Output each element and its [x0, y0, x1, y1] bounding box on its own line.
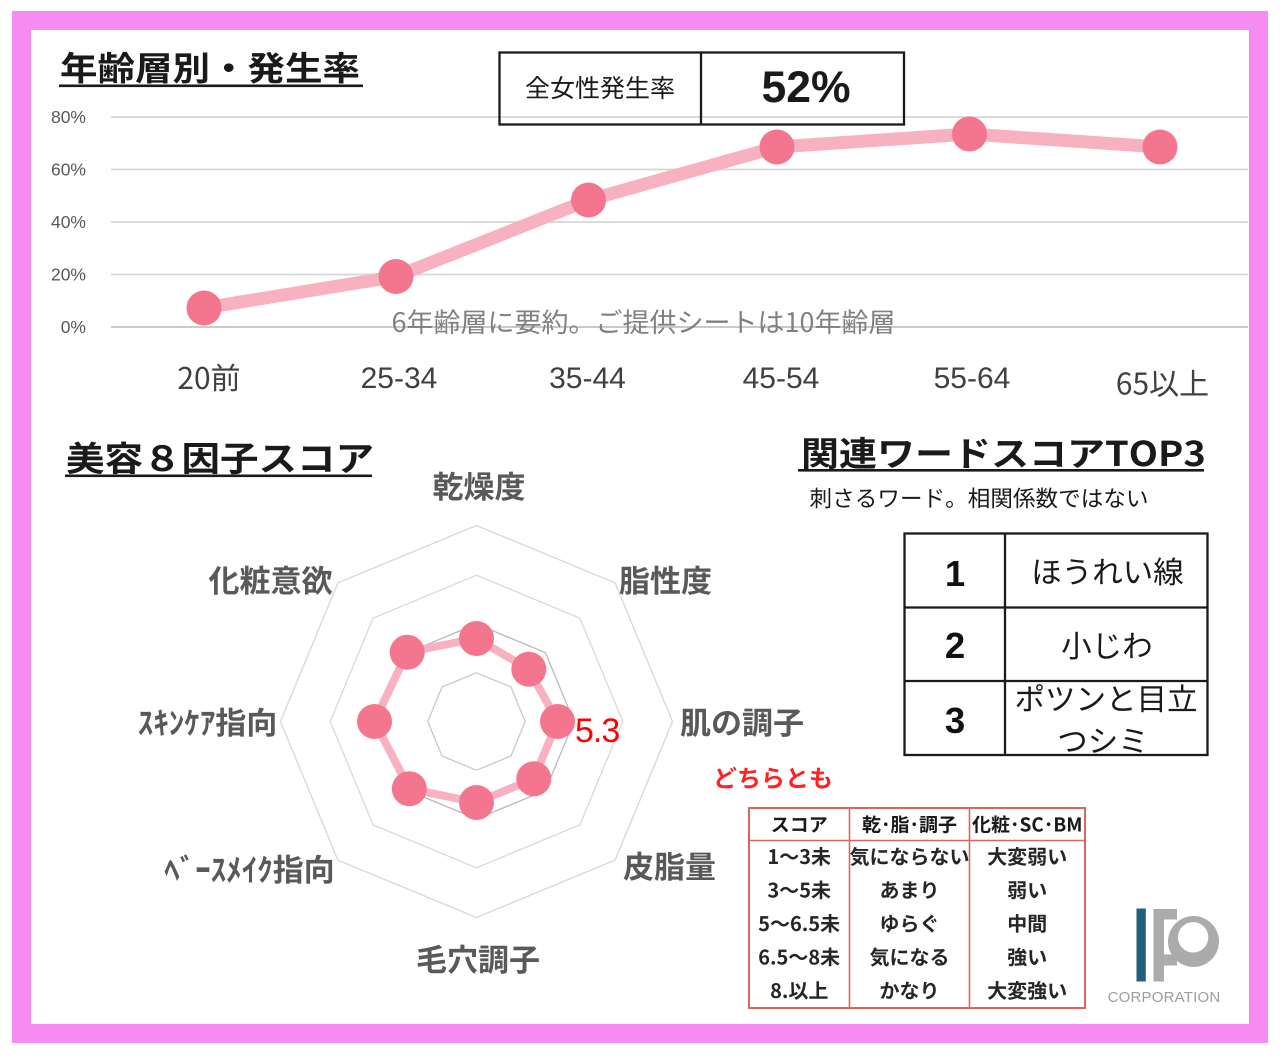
svg-text:52%: 52% — [761, 63, 850, 112]
svg-text:45-54: 45-54 — [743, 362, 820, 395]
svg-text:3: 3 — [945, 700, 965, 741]
svg-text:1: 1 — [945, 553, 965, 594]
svg-text:25-34: 25-34 — [361, 362, 438, 395]
svg-text:55-64: 55-64 — [934, 362, 1011, 395]
svg-text:20%: 20% — [51, 265, 86, 285]
svg-text:5.3: 5.3 — [575, 712, 619, 750]
svg-text:0%: 0% — [61, 317, 86, 337]
svg-text:CORPORATION: CORPORATION — [1108, 989, 1221, 1006]
svg-text:60%: 60% — [51, 160, 86, 180]
svg-text:35-44: 35-44 — [549, 362, 626, 395]
svg-text:2: 2 — [945, 625, 965, 666]
svg-text:80%: 80% — [51, 107, 86, 127]
svg-text:40%: 40% — [51, 212, 86, 232]
